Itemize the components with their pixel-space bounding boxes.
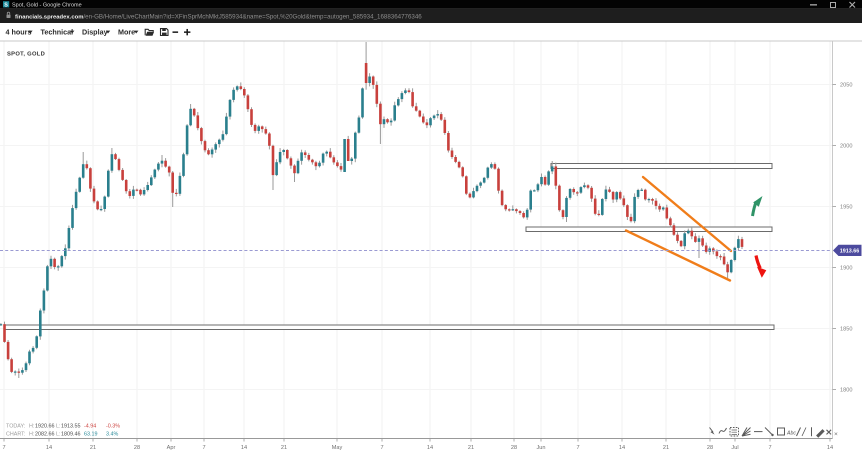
svg-text:14: 14 (427, 445, 433, 451)
svg-text:Display: Display (82, 28, 108, 37)
svg-text:1913.55: 1913.55 (61, 424, 81, 430)
svg-text:1913.66: 1913.66 (840, 249, 860, 255)
svg-text:May: May (332, 445, 343, 451)
svg-text:14: 14 (46, 445, 52, 451)
svg-text:14: 14 (827, 445, 833, 451)
svg-text:7: 7 (768, 445, 771, 451)
svg-text:7: 7 (576, 445, 579, 451)
svg-text:1800: 1800 (840, 388, 852, 394)
svg-text:1809.46: 1809.46 (61, 432, 81, 438)
svg-text:1900: 1900 (840, 266, 852, 272)
svg-text:L:: L: (56, 432, 61, 438)
svg-text:14: 14 (619, 445, 625, 451)
svg-text:7: 7 (2, 445, 5, 451)
svg-text:2082.66: 2082.66 (35, 432, 55, 438)
svg-text:-0.3%: -0.3% (106, 424, 120, 430)
svg-text:1850: 1850 (840, 327, 852, 333)
svg-text:1950: 1950 (840, 205, 852, 211)
svg-text:28: 28 (707, 445, 713, 451)
svg-text:2000: 2000 (840, 144, 852, 150)
svg-text:2050: 2050 (840, 83, 852, 89)
svg-text:7: 7 (202, 445, 205, 451)
svg-text:14: 14 (241, 445, 247, 451)
svg-text:Apr: Apr (167, 445, 176, 451)
svg-text:Jun: Jun (536, 445, 545, 451)
svg-text:1920.66: 1920.66 (35, 424, 55, 430)
svg-text:21: 21 (281, 445, 287, 451)
svg-text:Abc: Abc (786, 431, 796, 437)
svg-text:S: S (4, 2, 8, 8)
svg-text:Spot, Gold - Google Chrome: Spot, Gold - Google Chrome (12, 2, 82, 8)
svg-text:63.19: 63.19 (84, 432, 98, 438)
svg-text:28: 28 (134, 445, 140, 451)
svg-text:3.4%: 3.4% (106, 432, 118, 438)
svg-text:financials.spreadex.com/en-GB/: financials.spreadex.com/en-GB/Home/LiveC… (15, 14, 422, 21)
svg-text:4 hours: 4 hours (6, 28, 32, 37)
svg-text:H:: H: (29, 424, 34, 430)
svg-text:H:: H: (29, 432, 34, 438)
svg-text:Technical: Technical (41, 28, 74, 37)
svg-text:SPOT, GOLD: SPOT, GOLD (7, 52, 45, 58)
svg-text:TODAY:: TODAY: (6, 424, 25, 430)
svg-text:21: 21 (663, 445, 669, 451)
svg-text:More: More (118, 28, 135, 37)
svg-text:CHART:: CHART: (6, 432, 25, 438)
svg-text:-4.94: -4.94 (84, 424, 96, 430)
svg-text:×: × (834, 431, 838, 438)
svg-text:21: 21 (90, 445, 96, 451)
svg-text:28: 28 (511, 445, 517, 451)
svg-text:21: 21 (468, 445, 474, 451)
svg-text:L:: L: (56, 424, 61, 430)
svg-text:Jul: Jul (731, 445, 738, 451)
svg-text:7: 7 (380, 445, 383, 451)
